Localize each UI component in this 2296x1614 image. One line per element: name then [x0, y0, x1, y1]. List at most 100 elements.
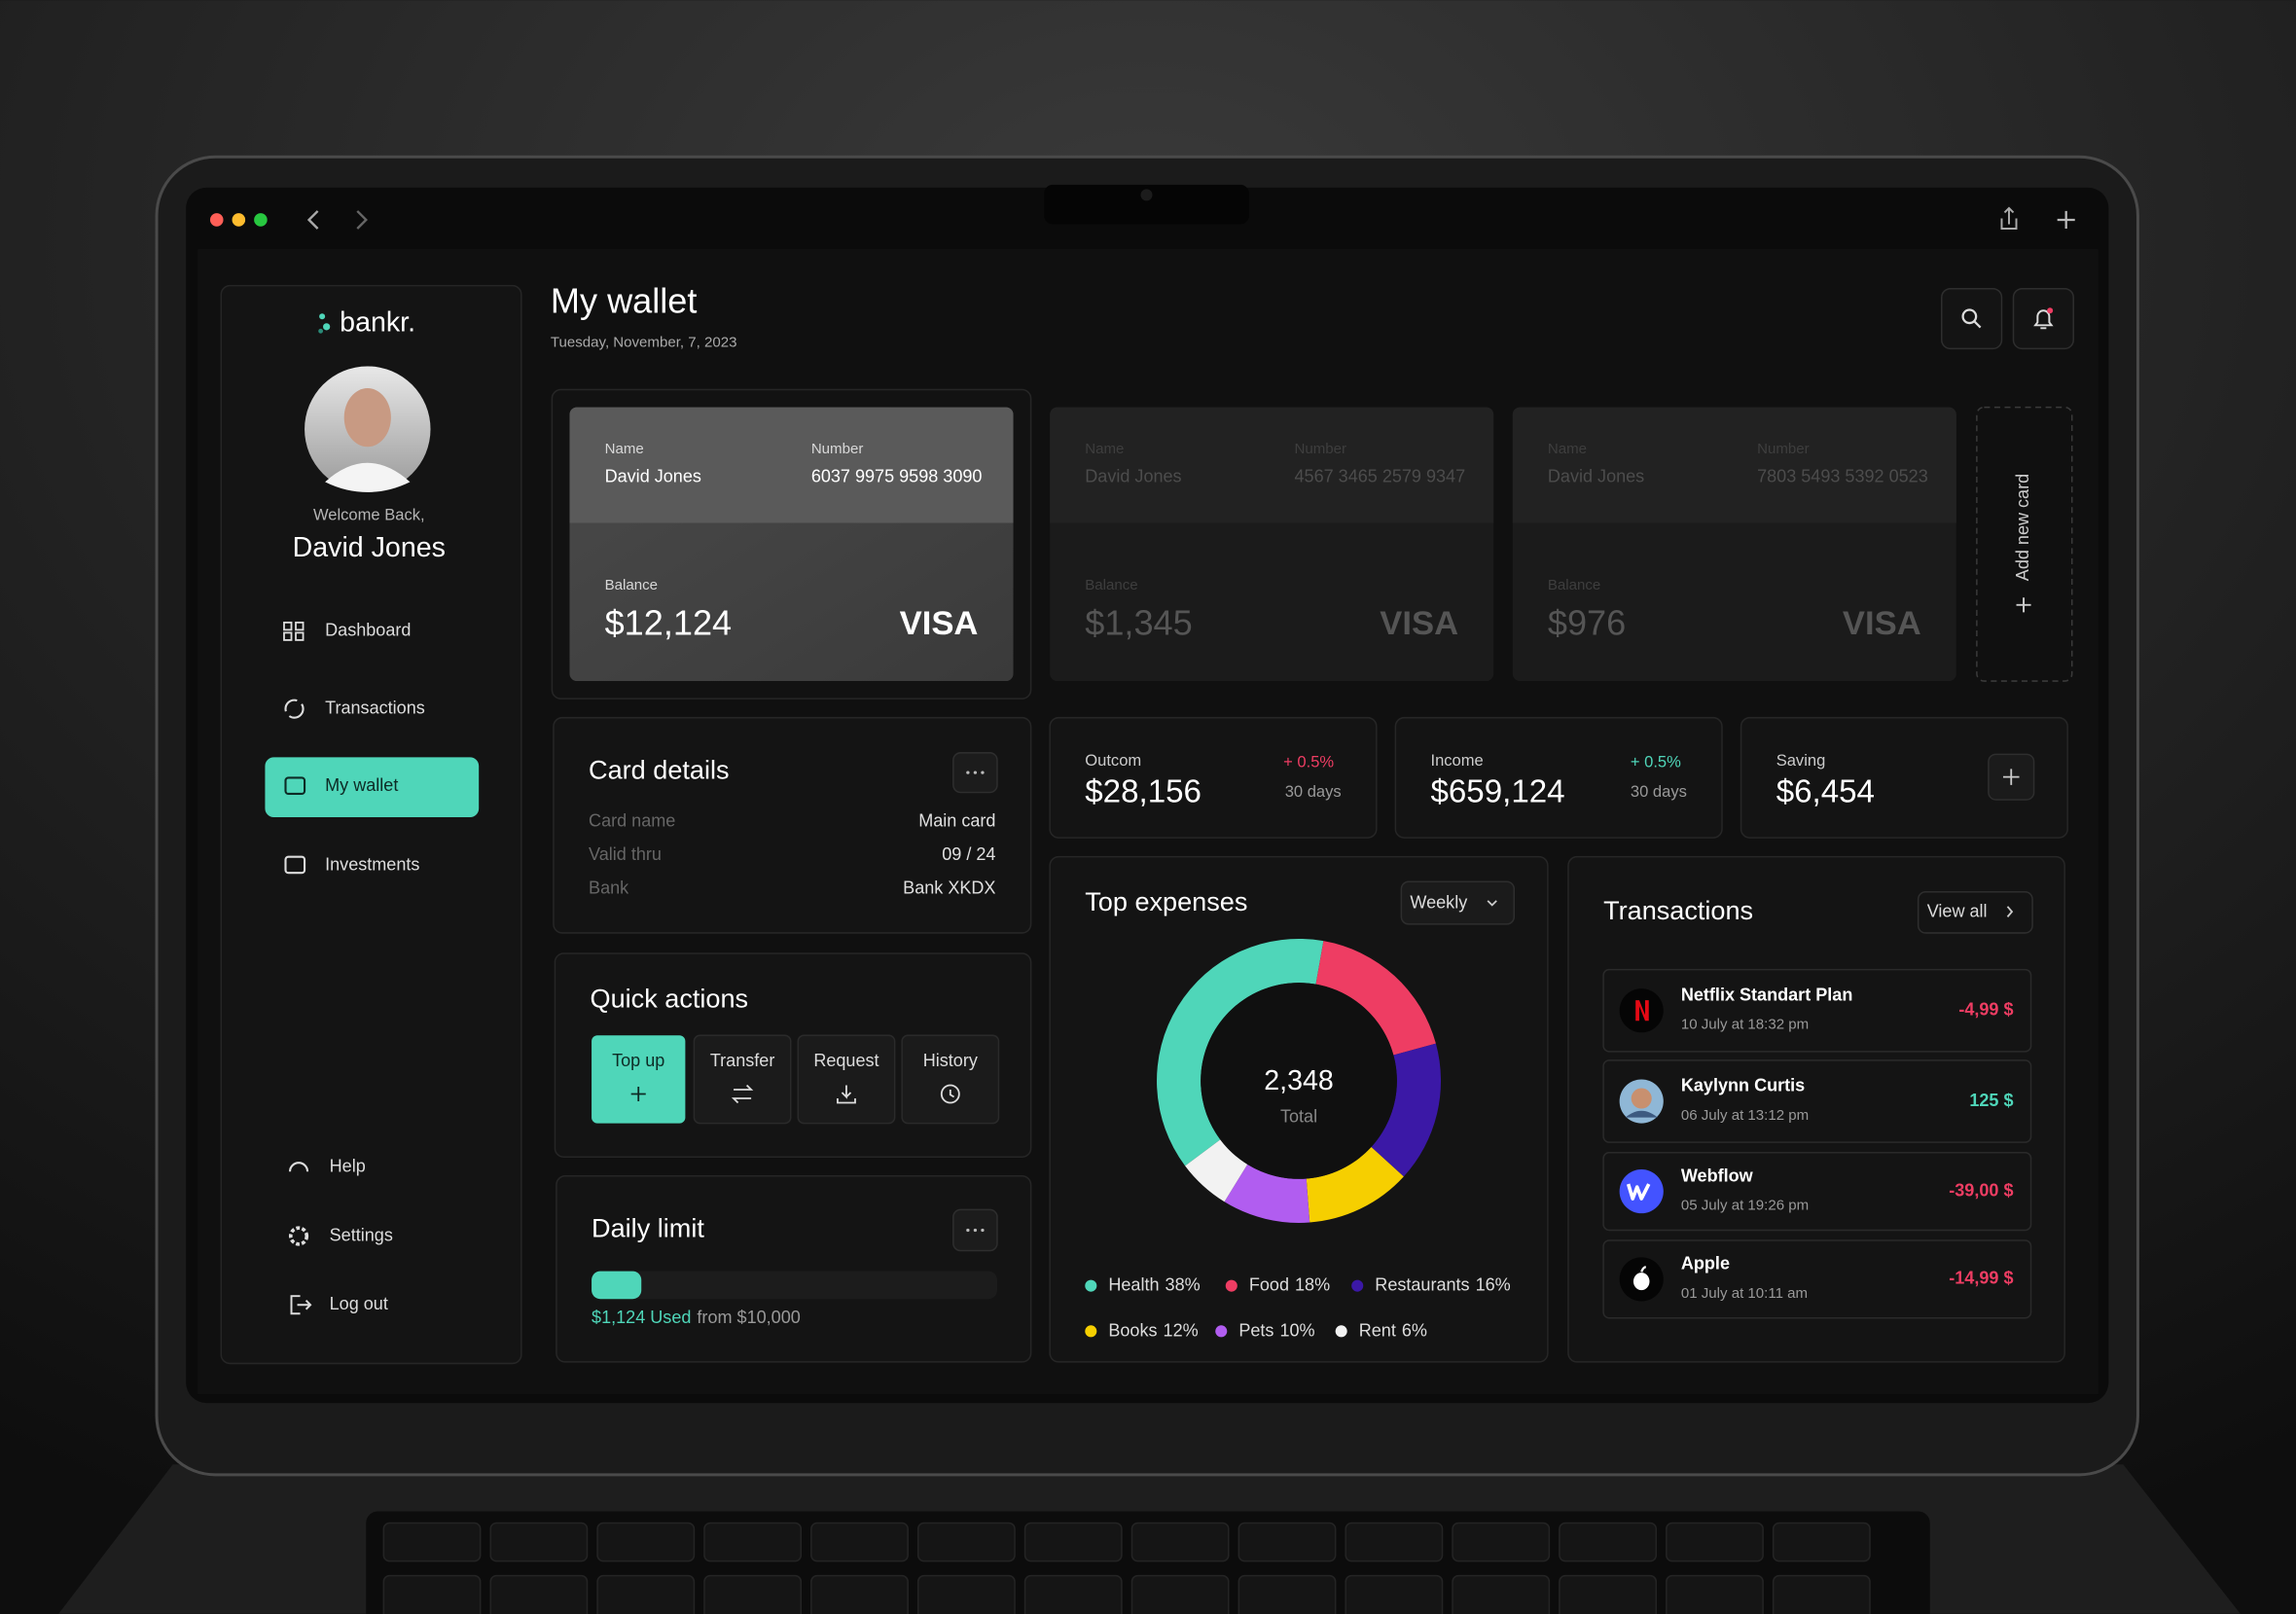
- notification-button[interactable]: [2012, 287, 2074, 350]
- stat-label: Saving: [1776, 751, 1826, 770]
- stat-value: $28,156: [1085, 774, 1202, 810]
- card-holder: David Jones: [1548, 467, 1644, 486]
- window-zoom[interactable]: [254, 213, 268, 227]
- key: [1023, 1574, 1123, 1614]
- donut-hole: [1201, 983, 1397, 1179]
- action-button[interactable]: [592, 1035, 686, 1124]
- card-top: [569, 407, 1014, 523]
- apple-logo: [1632, 1273, 1650, 1291]
- transaction-row[interactable]: [1602, 1059, 2032, 1143]
- action-button[interactable]: [797, 1034, 896, 1125]
- sidebar: [220, 284, 522, 1365]
- donut-total-label: Total: [1280, 1106, 1317, 1126]
- transaction-name: Netflix Standart Plan: [1681, 985, 1853, 1004]
- key: [489, 1522, 589, 1562]
- nav-item[interactable]: Log out: [330, 1294, 388, 1313]
- detail-value: Bank XKDX: [903, 879, 995, 898]
- transaction-name: Kaylynn Curtis: [1681, 1076, 1805, 1095]
- donut-segment: [1157, 938, 1324, 1166]
- search-button[interactable]: [1941, 287, 2003, 350]
- key: [1238, 1522, 1337, 1562]
- action-button[interactable]: [693, 1034, 792, 1125]
- limit-fill: [592, 1271, 642, 1300]
- action-label: Request: [813, 1051, 879, 1070]
- nav-item[interactable]: Help: [330, 1157, 366, 1176]
- dot: [981, 771, 985, 774]
- legend-value: 6%: [1402, 1320, 1427, 1340]
- legend-value: 12%: [1164, 1320, 1199, 1340]
- logo-dot: [319, 313, 326, 320]
- action-icon: [940, 1084, 960, 1104]
- stat-period: 30 days: [1285, 782, 1342, 801]
- action-button[interactable]: [901, 1034, 1000, 1125]
- card-label: Number: [1757, 441, 1810, 457]
- stat-value: $659,124: [1430, 774, 1564, 810]
- dot: [981, 1228, 985, 1233]
- window-minimize[interactable]: [232, 213, 246, 227]
- contact-face: [1631, 1088, 1652, 1109]
- card-label: Name: [1548, 441, 1587, 457]
- nav-item[interactable]: My wallet: [325, 775, 398, 795]
- transaction-date: 06 July at 13:12 pm: [1681, 1107, 1809, 1124]
- avatar-shirt: [325, 462, 411, 492]
- nav-item[interactable]: Investments: [325, 854, 419, 874]
- detail-label: Card name: [589, 810, 675, 830]
- avatar-face: [343, 388, 391, 448]
- legend-name: Books: [1108, 1320, 1157, 1340]
- legend-value: 16%: [1476, 1274, 1511, 1294]
- card-label: Balance: [1085, 577, 1137, 593]
- stat-period: 30 days: [1631, 782, 1687, 801]
- plus-icon: [2002, 769, 2020, 785]
- section-title: Quick actions: [591, 983, 749, 1013]
- nav-active[interactable]: [265, 757, 480, 818]
- logo: bankr.: [340, 306, 415, 338]
- nav-item[interactable]: Settings: [330, 1225, 393, 1244]
- nav-icon: [283, 621, 293, 631]
- transaction-row[interactable]: [1602, 1151, 2032, 1232]
- plus-icon: [2016, 597, 2031, 613]
- daily-limit: [556, 1175, 1032, 1363]
- stat-value: $6,454: [1776, 774, 1875, 810]
- legend-name: Rent: [1359, 1320, 1396, 1340]
- action-icon: [731, 1084, 754, 1104]
- transaction-row[interactable]: [1602, 1239, 2032, 1319]
- legend-value: 38%: [1166, 1274, 1201, 1294]
- apple-logo: [1640, 1266, 1647, 1273]
- nav-item[interactable]: Transactions: [325, 698, 425, 717]
- netflix-logo: [1635, 1000, 1649, 1022]
- filter-dropdown[interactable]: [1400, 880, 1516, 925]
- limit-text: $1,124 Used from $10,000: [592, 1308, 801, 1327]
- page-date: Tuesday, November, 7, 2023: [551, 334, 737, 350]
- key: [1023, 1522, 1123, 1562]
- add-card-button[interactable]: [1976, 406, 2073, 682]
- nav-icon: [284, 855, 306, 875]
- legend-item: Health 38%: [1108, 1274, 1200, 1294]
- bell-icon: [2033, 309, 2054, 330]
- nav-item[interactable]: Dashboard: [325, 621, 411, 640]
- card-number: 4567 3465 2579 9347: [1295, 467, 1466, 486]
- logo-dot: [318, 328, 324, 334]
- stat-change: + 0.5%: [1631, 753, 1681, 771]
- legend-dot: [1351, 1279, 1364, 1292]
- legend-name: Pets: [1238, 1320, 1274, 1340]
- filter-label: Weekly: [1410, 893, 1467, 913]
- card-balance: $1,345: [1085, 602, 1192, 642]
- stat-card: [1394, 716, 1723, 839]
- forward-button[interactable]: [356, 210, 368, 230]
- view-all-button[interactable]: [1917, 891, 2033, 934]
- transaction-amount: -4,99 $: [1958, 999, 2013, 1019]
- nav-icon: [295, 621, 305, 631]
- card-number: 6037 9975 9598 3090: [811, 467, 983, 486]
- action-icon: [837, 1085, 856, 1104]
- transaction-row[interactable]: [1602, 968, 2032, 1053]
- share-button[interactable]: [2000, 206, 2018, 230]
- legend-dot: [1085, 1325, 1097, 1338]
- key: [1772, 1522, 1871, 1562]
- new-tab-button[interactable]: [2057, 210, 2075, 229]
- notification-dot: [2047, 307, 2054, 314]
- window-close[interactable]: [209, 213, 224, 227]
- welcome-text: Welcome Back,: [313, 505, 425, 523]
- back-button[interactable]: [306, 210, 319, 230]
- detail-label: Valid thru: [589, 844, 662, 864]
- donut-segment: [1185, 1139, 1248, 1202]
